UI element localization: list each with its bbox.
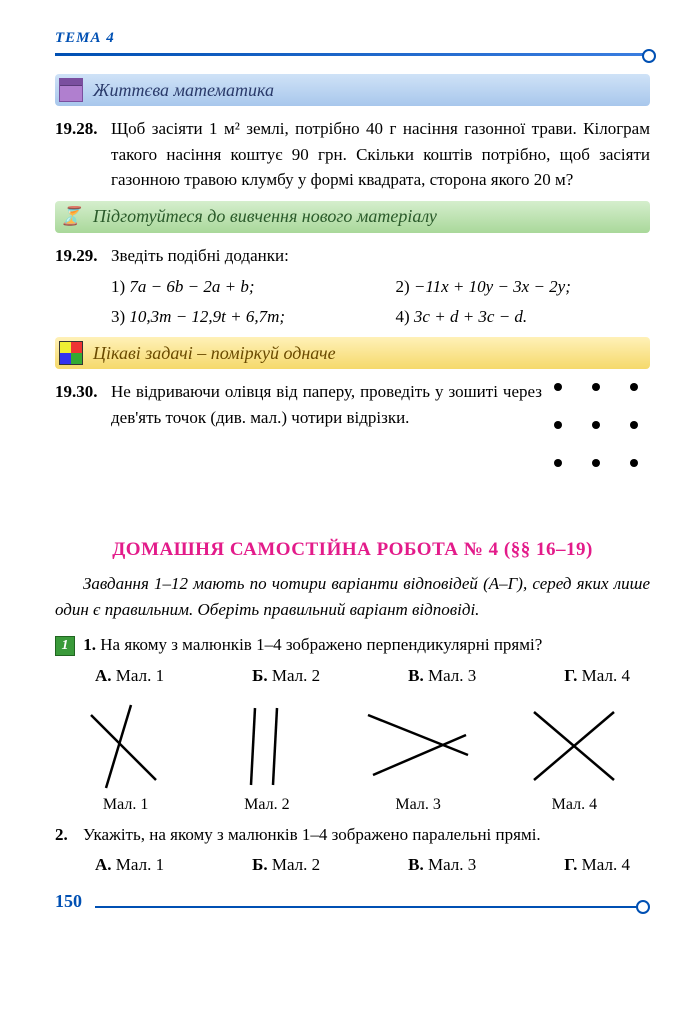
hw-number: 1.: [83, 635, 96, 654]
answer-b: Б. Мал. 2: [252, 855, 320, 875]
figure-4: Мал. 4: [519, 700, 629, 814]
problem-number: 19.29.: [55, 243, 111, 330]
answer-d: Г. Мал. 4: [564, 855, 630, 875]
problem-number: 19.30.: [55, 379, 111, 479]
problem-text: Щоб засіяти 1 м² землі, потрібно 40 г на…: [111, 116, 650, 193]
textbook-page: ТЕМА 4 Життєва математика 19.28. Щоб зас…: [0, 0, 695, 934]
hw-text: На якому з малюнків 1–4 зображено перпен…: [100, 635, 542, 654]
dot: [554, 459, 562, 467]
figure-1: Мал. 1: [76, 700, 176, 814]
answer-c: В. Мал. 3: [408, 666, 476, 686]
hw-problem-2: 2. Укажіть, на якому з малюнків 1–4 зобр…: [55, 822, 650, 848]
hw-text: Укажіть, на якому з малюнків 1–4 зображе…: [83, 822, 541, 848]
problem-text: Зведіть подібні доданки:: [111, 246, 289, 265]
problem-text: Не відриваючи олівця від паперу, проведі…: [111, 379, 542, 430]
answers-row-2: А. Мал. 1 Б. Мал. 2 В. Мал. 3 Г. Мал. 4: [95, 855, 630, 875]
homework-title: ДОМАШНЯ САМОСТІЙНА РОБОТА № 4 (§§ 16–19): [55, 539, 650, 561]
answer-a: А. Мал. 1: [95, 666, 164, 686]
figure-label: Мал. 3: [395, 796, 440, 813]
problem-19-30: 19.30. Не відриваючи олівця від паперу, …: [55, 379, 650, 479]
problem-body: Не відриваючи олівця від паперу, проведі…: [111, 379, 650, 479]
dot: [554, 421, 562, 429]
level-badge: 1: [55, 636, 75, 656]
dot: [592, 383, 600, 391]
subproblem-4: 4) 3c + d + 3c − d.: [396, 304, 651, 330]
dot: [630, 459, 638, 467]
problem-19-28: 19.28. Щоб засіяти 1 м² землі, потрібно …: [55, 116, 650, 193]
rubik-icon: [59, 341, 83, 365]
answer-c: В. Мал. 3: [408, 855, 476, 875]
dot: [630, 383, 638, 391]
dot: [554, 383, 562, 391]
dot: [592, 421, 600, 429]
section-title: Підготуйтеся до вивчення нового матеріал…: [93, 206, 437, 227]
subproblems: 1) 7a − 6b − 2a + b; 2) −11x + 10y − 3x …: [111, 274, 650, 329]
header-rule: [55, 53, 650, 56]
homework-intro: Завдання 1–12 мають по чотири варіанти в…: [55, 571, 650, 622]
dot: [630, 421, 638, 429]
figures-row: Мал. 1 Мал. 2 Мал. 3 Мал. 4: [55, 700, 650, 814]
figure-3: Мал. 3: [358, 700, 478, 814]
problem-19-29: 19.29. Зведіть подібні доданки: 1) 7a − …: [55, 243, 650, 330]
answer-b: Б. Мал. 2: [252, 666, 320, 686]
footer-rule: [55, 900, 650, 914]
section-title: Цікаві задачі – поміркуй одначе: [93, 343, 336, 364]
notebook-icon: [59, 78, 83, 102]
figure-label: Мал. 1: [103, 796, 148, 813]
figure-label: Мал. 4: [552, 796, 597, 813]
nine-dots-figure: [554, 383, 650, 479]
theme-label: ТЕМА 4: [55, 30, 650, 47]
hourglass-icon: ⏳: [59, 205, 83, 229]
section-prepare: ⏳ Підготуйтеся до вивчення нового матері…: [55, 201, 650, 233]
figure-label: Мал. 2: [244, 796, 289, 813]
subproblem-1: 1) 7a − 6b − 2a + b;: [111, 274, 366, 300]
subproblem-3: 3) 10,3m − 12,9t + 6,7m;: [111, 304, 366, 330]
hw-number: 2.: [55, 822, 83, 848]
hw-problem-1: 1 1. На якому з малюнків 1–4 зображено п…: [55, 632, 650, 658]
subproblem-2: 2) −11x + 10y − 3x − 2y;: [396, 274, 651, 300]
answers-row-1: А. Мал. 1 Б. Мал. 2 В. Мал. 3 Г. Мал. 4: [95, 666, 630, 686]
dot: [592, 459, 600, 467]
problem-number: 19.28.: [55, 116, 111, 193]
answer-d: Г. Мал. 4: [564, 666, 630, 686]
figure-2: Мал. 2: [217, 700, 317, 814]
section-interesting: Цікаві задачі – поміркуй одначе: [55, 337, 650, 369]
section-life-math: Життєва математика: [55, 74, 650, 106]
section-title: Життєва математика: [93, 80, 274, 101]
problem-body: Зведіть подібні доданки: 1) 7a − 6b − 2a…: [111, 243, 650, 330]
answer-a: А. Мал. 1: [95, 855, 164, 875]
